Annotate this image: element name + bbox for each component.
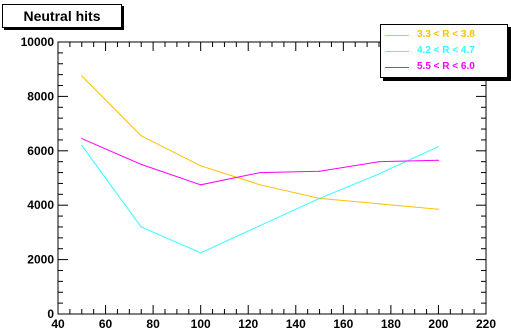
y-tick-label: 2000 <box>27 253 54 267</box>
y-tick-label: 0 <box>47 307 54 321</box>
x-tick-label: 80 <box>146 317 160 329</box>
data-point-series-3 <box>437 159 440 161</box>
data-point-series-1 <box>259 184 261 186</box>
data-point-series-3 <box>378 161 380 163</box>
series-line-3 <box>81 138 439 186</box>
x-tick-label: 100 <box>191 317 211 329</box>
x-tick-label: 140 <box>286 317 306 329</box>
chart-legend: 3.3 < R < 3.8 4.2 < R < 4.7 5.5 < R < 6.… <box>380 24 508 78</box>
legend-label-series-3: 5.5 < R < 6.0 <box>417 61 475 72</box>
data-point-series-3 <box>259 171 261 174</box>
x-tick-label: 60 <box>99 317 113 329</box>
series-3 <box>81 137 440 186</box>
data-point-series-2 <box>318 197 321 199</box>
chart-axes: 40 60 80 100 120 140 160 180 200 220 0 2000 4000 6000… <box>21 35 497 329</box>
data-point-series-2 <box>437 146 440 148</box>
y-tick-label: 6000 <box>27 144 54 158</box>
data-point-series-2 <box>378 173 380 175</box>
legend-item-series-2: 4.2 < R < 4.7 <box>381 43 507 59</box>
data-point-series-2 <box>140 226 142 228</box>
data-point-series-1 <box>437 208 440 210</box>
chart-series-layer <box>81 75 440 254</box>
chart-title: Neutral hits <box>2 4 122 28</box>
x-tick-label: 180 <box>381 317 401 329</box>
legend-swatch-series-3 <box>385 67 409 68</box>
data-point-series-3 <box>200 184 202 186</box>
series-line-1 <box>81 75 439 210</box>
data-point-series-1 <box>140 135 142 137</box>
data-point-series-3 <box>318 170 321 172</box>
legend-swatch-series-1 <box>385 35 409 36</box>
x-tick-label: 40 <box>51 317 65 329</box>
data-point-series-1 <box>378 203 380 205</box>
data-point-series-1 <box>81 75 83 77</box>
legend-label-series-2: 4.2 < R < 4.7 <box>417 45 475 56</box>
legend-label-series-1: 3.3 < R < 3.8 <box>417 29 475 40</box>
x-tick-label: 200 <box>428 317 448 329</box>
plot-frame <box>57 41 487 315</box>
series-1 <box>81 75 440 210</box>
legend-item-series-1: 3.3 < R < 3.8 <box>381 27 507 43</box>
data-point-series-2 <box>81 144 83 146</box>
x-tick-label: 220 <box>476 317 496 329</box>
x-tick-label: 160 <box>333 317 353 329</box>
data-point-series-3 <box>140 163 142 165</box>
legend-item-series-3: 5.5 < R < 6.0 <box>381 59 507 75</box>
data-point-series-1 <box>200 165 202 167</box>
data-point-series-2 <box>259 225 261 227</box>
y-tick-label: 4000 <box>27 198 54 212</box>
y-tick-label: 8000 <box>27 89 54 103</box>
data-point-series-3 <box>81 137 83 140</box>
x-tick-label: 120 <box>238 317 258 329</box>
data-point-series-2 <box>200 252 202 254</box>
y-tick-label: 10000 <box>21 35 55 49</box>
series-2 <box>81 144 440 254</box>
legend-swatch-series-2 <box>385 51 409 52</box>
